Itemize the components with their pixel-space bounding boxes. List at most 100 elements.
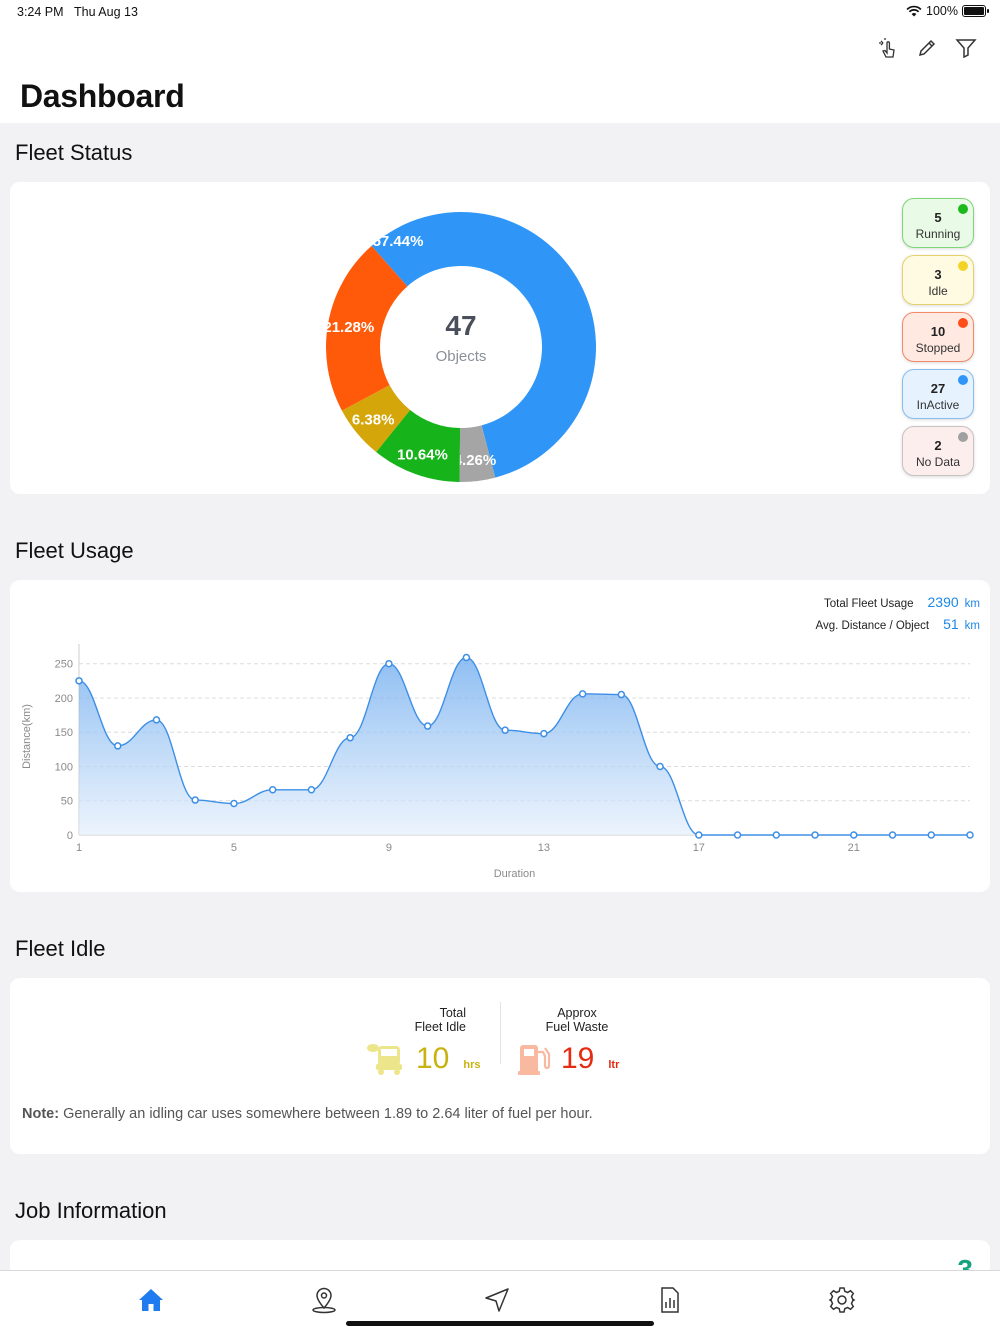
usage-point[interactable] bbox=[501, 726, 509, 734]
fleet-status-card: 57.44% 4.26% 10.64% 6.38% 21.28% 47 Objects … bbox=[10, 182, 990, 494]
idle-divider bbox=[500, 1002, 501, 1064]
y-tick-label: 150 bbox=[55, 727, 73, 739]
status-dot bbox=[958, 261, 968, 271]
battery-percent: 100% bbox=[926, 4, 958, 18]
avg-distance-unit: km bbox=[964, 620, 980, 632]
fuel-value: 19 bbox=[561, 1042, 595, 1075]
usage-point[interactable] bbox=[927, 831, 936, 839]
usage-point[interactable] bbox=[385, 659, 393, 668]
total-usage-label: Total Fleet Usage bbox=[824, 598, 914, 610]
fuel-head-1: Approx bbox=[557, 1006, 597, 1020]
status-bar: 3:24 PM Thu Aug 13 100% bbox=[0, 0, 1000, 26]
tab-navigation[interactable] bbox=[482, 1285, 512, 1315]
fuel-pump-icon bbox=[518, 1045, 551, 1075]
x-tick-label: 1 bbox=[76, 842, 82, 854]
tab-map[interactable] bbox=[309, 1285, 339, 1315]
x-tick-label: 13 bbox=[538, 842, 550, 854]
usage-point[interactable] bbox=[75, 677, 83, 685]
chip-inactive[interactable]: 27 InActive bbox=[902, 369, 974, 419]
idle-head-1: Total bbox=[439, 1006, 466, 1020]
settings-icon bbox=[828, 1287, 856, 1313]
donut-slice-running[interactable] bbox=[376, 410, 461, 482]
usage-area bbox=[79, 657, 970, 835]
chip-idle[interactable]: 3 Idle bbox=[902, 255, 974, 305]
x-tick-label: 5 bbox=[231, 842, 237, 854]
fleet-usage-title: Fleet Usage bbox=[15, 538, 134, 563]
fleet-status-donut: 57.44% 4.26% 10.64% 6.38% 21.28% 47 Objects bbox=[316, 202, 606, 492]
fleet-usage-chart: 0 50 100 150 200 250 1 5 9 13 17 21 Duration Distance… bbox=[21, 644, 974, 880]
wifi-icon bbox=[906, 5, 922, 17]
fuel-block: Approx Fuel Waste 19 ltr bbox=[517, 1006, 647, 1076]
idle-block: Total Fleet Idle 10 hrs bbox=[366, 1006, 496, 1076]
tab-reports[interactable] bbox=[655, 1285, 685, 1315]
usage-point[interactable] bbox=[423, 722, 432, 730]
pencil-icon[interactable] bbox=[915, 36, 939, 60]
note-label: Note: bbox=[22, 1106, 60, 1122]
avg-distance-label: Avg. Distance / Object bbox=[815, 620, 930, 632]
status-dot bbox=[958, 204, 968, 214]
donut-slice-idle[interactable] bbox=[341, 385, 411, 453]
tab-home[interactable] bbox=[136, 1285, 166, 1315]
truck-icon bbox=[367, 1044, 402, 1075]
usage-point[interactable] bbox=[346, 733, 354, 742]
usage-point[interactable] bbox=[733, 831, 742, 839]
usage-point[interactable] bbox=[191, 796, 199, 804]
chip-stopped[interactable]: 10 Stopped bbox=[902, 312, 974, 362]
y-tick-label: 200 bbox=[55, 693, 73, 705]
donut-total: 47 bbox=[445, 310, 477, 341]
donut-slice-inactive[interactable] bbox=[371, 211, 596, 478]
usage-point[interactable] bbox=[462, 653, 471, 662]
tab-settings[interactable] bbox=[827, 1285, 857, 1315]
usage-point[interactable] bbox=[578, 690, 587, 698]
donut-slice-label: 57.44% bbox=[373, 233, 424, 250]
header: Dashboard bbox=[0, 26, 1000, 123]
gesture-icon[interactable] bbox=[876, 36, 900, 60]
usage-point[interactable] bbox=[888, 831, 897, 839]
usage-point[interactable] bbox=[307, 786, 316, 794]
status-time: 3:24 PM Thu Aug 13 bbox=[17, 5, 138, 19]
chip-running[interactable]: 5 Running bbox=[902, 198, 974, 248]
home-indicator bbox=[346, 1321, 654, 1326]
total-usage-value: 2390 bbox=[927, 594, 959, 610]
donut-slice-stopped[interactable] bbox=[326, 245, 408, 411]
usage-stats: Total Fleet Usage 2390 km Avg. Distance … bbox=[816, 594, 980, 638]
x-axis-label: Duration bbox=[494, 868, 536, 880]
donut-slice-label: 6.38% bbox=[352, 412, 395, 429]
home-icon bbox=[139, 1289, 163, 1311]
usage-point[interactable] bbox=[152, 716, 161, 724]
filter-icon[interactable] bbox=[954, 36, 978, 60]
usage-point[interactable] bbox=[966, 831, 974, 839]
usage-point[interactable] bbox=[268, 786, 277, 794]
usage-point[interactable] bbox=[617, 690, 626, 699]
usage-point[interactable] bbox=[230, 799, 238, 808]
x-tick-label: 9 bbox=[386, 842, 392, 854]
fuel-unit: ltr bbox=[608, 1059, 620, 1071]
fuel-head-2: Fuel Waste bbox=[545, 1020, 609, 1034]
idle-head-2: Fleet Idle bbox=[414, 1020, 466, 1034]
fleet-idle-title: Fleet Idle bbox=[15, 936, 106, 961]
chip-no-data[interactable]: 2 No Data bbox=[902, 426, 974, 476]
navigation-icon bbox=[485, 1288, 509, 1312]
map-pin-icon bbox=[312, 1287, 336, 1314]
donut-slice-label: 21.28% bbox=[323, 319, 374, 336]
page-title: Dashboard bbox=[20, 78, 185, 114]
usage-point[interactable] bbox=[850, 831, 858, 839]
status-right: 100% bbox=[906, 4, 989, 18]
status-dot bbox=[958, 318, 968, 328]
usage-point[interactable] bbox=[695, 831, 703, 839]
usage-point[interactable] bbox=[772, 831, 781, 839]
donut-slice-label: 4.26% bbox=[454, 452, 497, 469]
status-dot bbox=[958, 432, 968, 442]
donut-slice-no-data[interactable] bbox=[459, 425, 496, 482]
fleet-idle-card: Total Fleet Idle 10 hrs Approx Fuel Wast… bbox=[10, 978, 990, 1154]
donut-chart: 57.44% 4.26% 10.64%6.38% 21.28% bbox=[323, 211, 596, 482]
usage-point[interactable] bbox=[540, 729, 548, 738]
fleet-status-title: Fleet Status bbox=[15, 140, 133, 165]
idle-unit: hrs bbox=[463, 1059, 481, 1071]
usage-point[interactable] bbox=[656, 762, 664, 771]
y-tick-label: 250 bbox=[55, 659, 73, 671]
usage-point[interactable] bbox=[811, 831, 819, 839]
usage-point[interactable] bbox=[113, 742, 122, 750]
battery-icon bbox=[962, 5, 989, 17]
idle-note: Note: Generally an idling car uses somew… bbox=[22, 1106, 593, 1122]
